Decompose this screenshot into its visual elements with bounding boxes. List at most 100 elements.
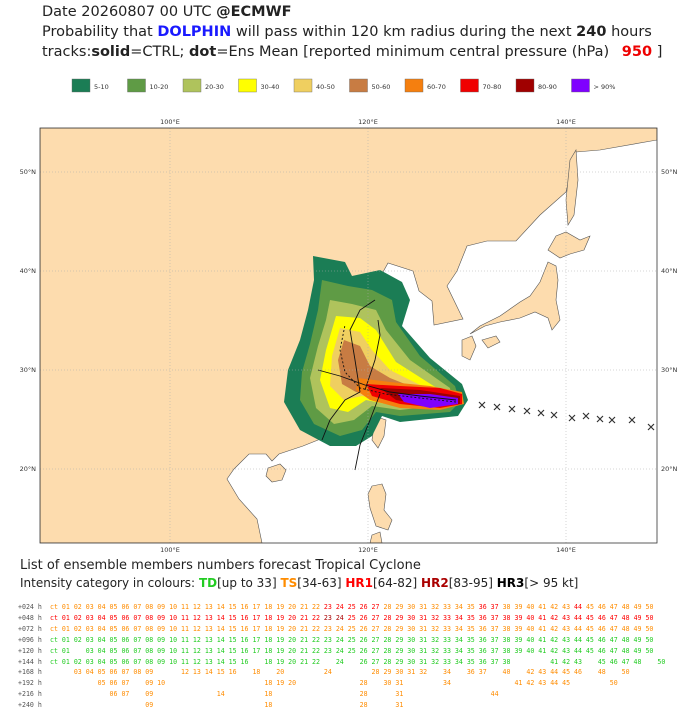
legend-swatch	[182, 78, 202, 93]
member-table: +024 h ct 01 02 03 04 05 06 07 08 09 10 1…	[18, 602, 665, 711]
members: 05 06 07 09 10 18 19 20 28 30 31 34 41 4…	[50, 679, 618, 688]
text: =Ens Mean [reported minimum central pres…	[216, 44, 610, 60]
legend-label: 5-10	[94, 83, 109, 91]
legend-label: 50-60	[372, 83, 391, 91]
coordinate-labels: 100°E 100°E 120°E 120°E 140°E 140°E 50°N 50°N 40…	[20, 118, 678, 554]
table-row: +096 h ct 01 02 03 04 05 06 07 08 09 10 1…	[18, 635, 665, 646]
legend-swatch	[127, 78, 146, 93]
lat-label: 50°N	[20, 168, 37, 176]
legend-swatch	[238, 78, 257, 93]
lat-label: 30°N	[661, 366, 678, 374]
map: 5-10 10-20 20-30 30-40 40-50 50-60 60-70 70-80 8…	[20, 78, 678, 554]
members: ct 01 02 03 04 05 06 07 08 09 10 11 12 1…	[50, 657, 666, 666]
members: 45 46 47 48 49 50	[585, 603, 654, 611]
table-row: +072 h ct 01 02 03 04 05 06 07 08 09 10 1…	[18, 624, 665, 635]
legend-swatch	[515, 78, 535, 93]
members: 44	[574, 603, 586, 611]
category-range: [34-63]	[297, 576, 342, 590]
legend-label: 40-50	[316, 83, 335, 91]
kyushu	[461, 335, 477, 361]
ens-mean-track	[339, 324, 457, 403]
hokkaido	[547, 231, 591, 259]
row-label: +120 h	[18, 646, 42, 655]
header-line-3: tracks:solid=CTRL; dot=Ens Mean [reporte…	[42, 44, 662, 60]
cross	[628, 416, 636, 424]
legend-label: 80-90	[538, 83, 557, 91]
table-row: +024 h ct 01 02 03 04 05 06 07 08 09 10 1…	[18, 602, 665, 613]
legend-label: 10-20	[150, 83, 169, 91]
legend-swatch	[460, 78, 479, 93]
legend-label: 60-70	[427, 83, 446, 91]
text: dot	[189, 44, 217, 60]
lon-label: 100°E	[160, 546, 180, 554]
members: ct 01 03 04 05 06 07 08 09 10 11 12 13 1…	[50, 646, 654, 655]
table-row: +120 h ct 01 03 04 05 06 07 08 09 10 11 1…	[18, 646, 665, 657]
category-range: [up to 33]	[217, 576, 277, 590]
lat-label: 20°N	[20, 465, 37, 473]
tracks	[317, 299, 457, 471]
cross	[596, 415, 604, 423]
members: ct 01 02 03 04 05 06 07 08 09 10 11 12 1…	[50, 603, 324, 611]
text: tracks:	[42, 44, 92, 60]
table-row: +144 h ct 01 02 03 04 05 06 07 08 09 10 1…	[18, 657, 665, 668]
legend-swatch	[404, 78, 424, 93]
text: will pass within 120 km radius during th…	[235, 24, 572, 40]
table-row: +192 h 05 06 07 09 10 18 19 20 28 30 31 …	[18, 678, 665, 689]
honshu	[469, 261, 561, 335]
graticule	[40, 128, 657, 543]
text: Probability that	[42, 24, 153, 40]
legend-label: 20-30	[205, 83, 224, 91]
cross	[493, 403, 501, 411]
member-track	[349, 299, 376, 393]
cross	[608, 416, 616, 424]
lon-label: 100°E	[160, 118, 180, 126]
text: =CTRL;	[130, 44, 185, 60]
row-label: +240 h	[18, 701, 42, 710]
members: 09 18 28 31	[50, 701, 404, 710]
members: 38 39 40 41 42 43	[502, 603, 575, 611]
members: ct 01 02 03 04 05 06 07 08 09 10 11 12 1…	[50, 613, 324, 622]
luzon	[367, 483, 393, 531]
legend-label: 70-80	[483, 83, 502, 91]
lon-label: 140°E	[556, 546, 576, 554]
legend-label: > 90%	[594, 83, 616, 91]
header-line-1: Date 20260807 00 UTC @ECMWF	[42, 4, 291, 20]
intensity-key: Intensity category in colours: TD[up to …	[20, 576, 578, 590]
category-key: TS	[280, 576, 298, 590]
lon-label: 140°E	[556, 118, 576, 126]
legend-label: 30-40	[261, 83, 280, 91]
lon-label: 120°E	[358, 118, 378, 126]
members: 28 29 30 31 32 33 34 35	[383, 603, 479, 611]
legend-swatch	[293, 78, 313, 93]
members: 03 04 05 06 07 08 09 12 13 14 15 16 18 2…	[50, 668, 630, 677]
cross	[582, 412, 590, 420]
cross	[568, 414, 576, 422]
row-label: +216 h	[18, 690, 42, 699]
lon-label: 120°E	[358, 546, 378, 554]
shikoku	[481, 335, 501, 349]
row-label: +168 h	[18, 668, 42, 677]
hainan	[265, 463, 287, 483]
members: 23 24	[323, 613, 348, 622]
members: 36 37	[478, 603, 503, 611]
table-row: +216 h 06 07 09 14 18 28 31 44	[18, 689, 665, 700]
cross	[537, 409, 545, 417]
lat-label: 50°N	[661, 168, 678, 176]
table-row: +168 h 03 04 05 06 07 08 09 12 13 14 15 …	[18, 667, 665, 678]
cross	[647, 423, 655, 431]
storm-name: DOLPHIN	[157, 24, 232, 40]
pressure: 950	[621, 44, 653, 60]
category-key: HR3	[496, 576, 525, 590]
prob-area	[398, 394, 458, 408]
members: 23 24 25 26 27	[323, 603, 384, 611]
text: hours	[611, 24, 652, 40]
mindoro	[369, 531, 383, 543]
lat-label: 40°N	[20, 267, 37, 275]
category-key: TD	[198, 576, 218, 590]
row-label: +144 h	[18, 657, 42, 666]
row-label: +072 h	[18, 624, 42, 633]
category-range: [64-82]	[372, 576, 418, 590]
header-line-2: Probability that DOLPHIN will pass withi…	[42, 24, 652, 40]
org: @ECMWF	[216, 4, 292, 20]
